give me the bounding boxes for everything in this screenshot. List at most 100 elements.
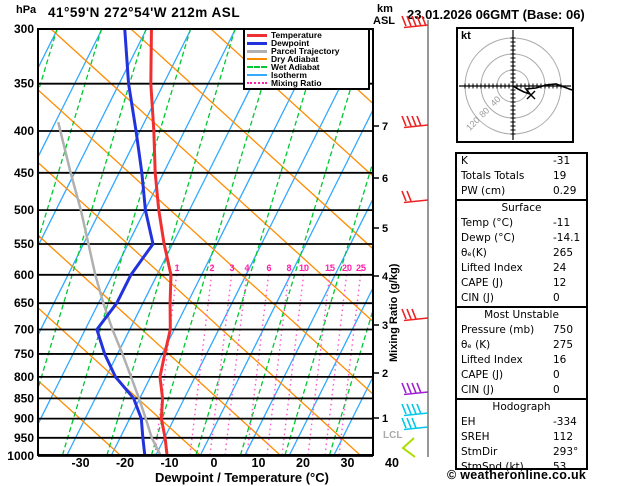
- stats-row: CAPE (J) 12: [457, 276, 586, 291]
- dry-adiabat-line: [38, 161, 361, 455]
- stats-value: 0: [553, 369, 560, 381]
- stats-value: -31: [553, 155, 571, 167]
- stats-key: EH: [461, 416, 476, 428]
- pressure-tick-label: 1000: [7, 449, 34, 463]
- pressure-tick-label: 450: [14, 166, 34, 180]
- pressure-tick-label: 400: [14, 124, 34, 138]
- dry-adiabat-line: [290, 29, 373, 105]
- isotherm-line: [110, 29, 326, 455]
- isotherm-line: [155, 29, 370, 455]
- mixing-ratio-line: [307, 262, 332, 455]
- stats-key: Totals Totals: [461, 170, 525, 182]
- mixing-ratio-line: [154, 262, 179, 455]
- stats-value: 265: [553, 247, 574, 259]
- dry-adiabat-line: [50, 29, 373, 323]
- legend-item-label: Wet Adiabat: [271, 62, 320, 72]
- wet-adiabat-line: [239, 29, 370, 455]
- mixing-ratio-line: [266, 262, 291, 455]
- legend-item: Mixing Ratio: [247, 79, 366, 87]
- isotherm-line: [38, 29, 237, 426]
- temp-tick-label: 10: [252, 456, 266, 470]
- stats-row: CAPE (J) 0: [457, 368, 586, 383]
- stats-section-divider: [457, 199, 586, 201]
- stats-key: CIN (J): [461, 384, 494, 396]
- legend-line-sample: [247, 58, 267, 60]
- stats-row: Lifted Index 24: [457, 261, 586, 276]
- stats-row: θₑ (K) 275: [457, 338, 586, 353]
- legend-item-label: Mixing Ratio: [271, 78, 322, 88]
- mixing-ratio-value-label: 1: [174, 263, 179, 273]
- pressure-tick-label: 950: [14, 431, 34, 445]
- km-tick-label: 3: [382, 320, 388, 332]
- stats-value: -14.1: [553, 232, 581, 244]
- stats-key: PW (cm): [461, 185, 506, 197]
- mixing-ratio-value-label: 4: [244, 263, 249, 273]
- mixing-ratio-value-label: 3: [229, 263, 234, 273]
- wet-adiabat-line: [195, 29, 325, 455]
- stats-value: 19: [553, 170, 567, 182]
- stats-row: StmSpd (kt) 53: [457, 460, 586, 475]
- km-tick-label: 7: [382, 121, 388, 133]
- legend-item-label: Dewpoint: [271, 38, 310, 48]
- dry-adiabat-line: [210, 29, 373, 178]
- stats-row: CIN (J) 0: [457, 383, 586, 398]
- stats-key: CAPE (J): [461, 277, 504, 289]
- lcl-label: LCL: [383, 430, 403, 441]
- wet-adiabat-line: [106, 29, 236, 455]
- wet-adiabat-line: [0, 29, 13, 455]
- pressure-tick-label: 650: [14, 296, 34, 310]
- wind-barb: [401, 437, 416, 458]
- wind-barb: [401, 308, 429, 322]
- plot-border: [37, 28, 374, 456]
- wet-adiabat-line: [328, 307, 373, 455]
- isotherm-line: [0, 29, 13, 455]
- legend-line-sample: [247, 33, 267, 37]
- pressure-tick-label: 700: [14, 322, 34, 336]
- legend-item-label: Temperature: [271, 30, 322, 40]
- isotherm-line: [38, 29, 148, 248]
- hodograph-unit-label: kt: [461, 30, 471, 42]
- legend-line-sample: [247, 82, 267, 84]
- legend-item: Dry Adiabat: [247, 55, 366, 63]
- isotherm-line: [244, 197, 373, 455]
- dry-adiabat-line: [38, 234, 281, 455]
- datetime-title: 23.01.2026 06GMT (Base: 06): [407, 7, 585, 22]
- stats-key: CAPE (J): [461, 369, 504, 381]
- isotherm-line: [333, 375, 373, 455]
- stats-value: 0: [553, 292, 560, 304]
- mixing-ratio-value-label: 2: [209, 263, 214, 273]
- legend-box: Temperature Dewpoint Parcel Trajectory Dry …: [243, 28, 370, 90]
- stats-value: 0.29: [553, 185, 577, 197]
- stats-value: -334: [553, 416, 577, 428]
- stats-key: Dewp (°C): [461, 232, 515, 244]
- legend-item: Dewpoint: [247, 39, 366, 47]
- legend-item: Parcel Trajectory: [247, 47, 366, 55]
- isotherm-line: [199, 108, 373, 455]
- stats-row: CIN (J) 0: [457, 291, 586, 306]
- mixing-ratio-line: [281, 262, 306, 455]
- station-title: 41°59'N 272°54'W 212m ASL: [48, 5, 241, 20]
- pressure-tick-label: 350: [14, 77, 34, 91]
- mixing-ratio-axis-title: Mixing Ratio (g/kg): [388, 263, 400, 362]
- legend-item-label: Parcel Trajectory: [271, 46, 340, 56]
- stats-row: SREH 112: [457, 430, 586, 445]
- stats-key: CIN (J): [461, 292, 494, 304]
- pressure-tick-label: 550: [14, 237, 34, 251]
- km-tick-label: 5: [382, 223, 388, 235]
- stats-value: 750: [553, 324, 574, 336]
- altitude-unit-asl-label: ASL: [373, 15, 395, 27]
- stats-value: 24: [553, 262, 567, 274]
- wind-barb: [401, 403, 429, 417]
- stats-row: Totals Totals 19: [457, 169, 586, 184]
- mixing-ratio-line: [189, 262, 214, 455]
- isotherm-line: [288, 286, 373, 455]
- wet-adiabat-line: [284, 159, 373, 455]
- km-tick-label: 1: [382, 413, 388, 425]
- temp-tick-label: 0: [211, 456, 218, 470]
- legend-item: Wet Adiabat: [247, 63, 366, 71]
- temp-tick-label: 20: [296, 456, 310, 470]
- isotherm-line: [601, 29, 629, 455]
